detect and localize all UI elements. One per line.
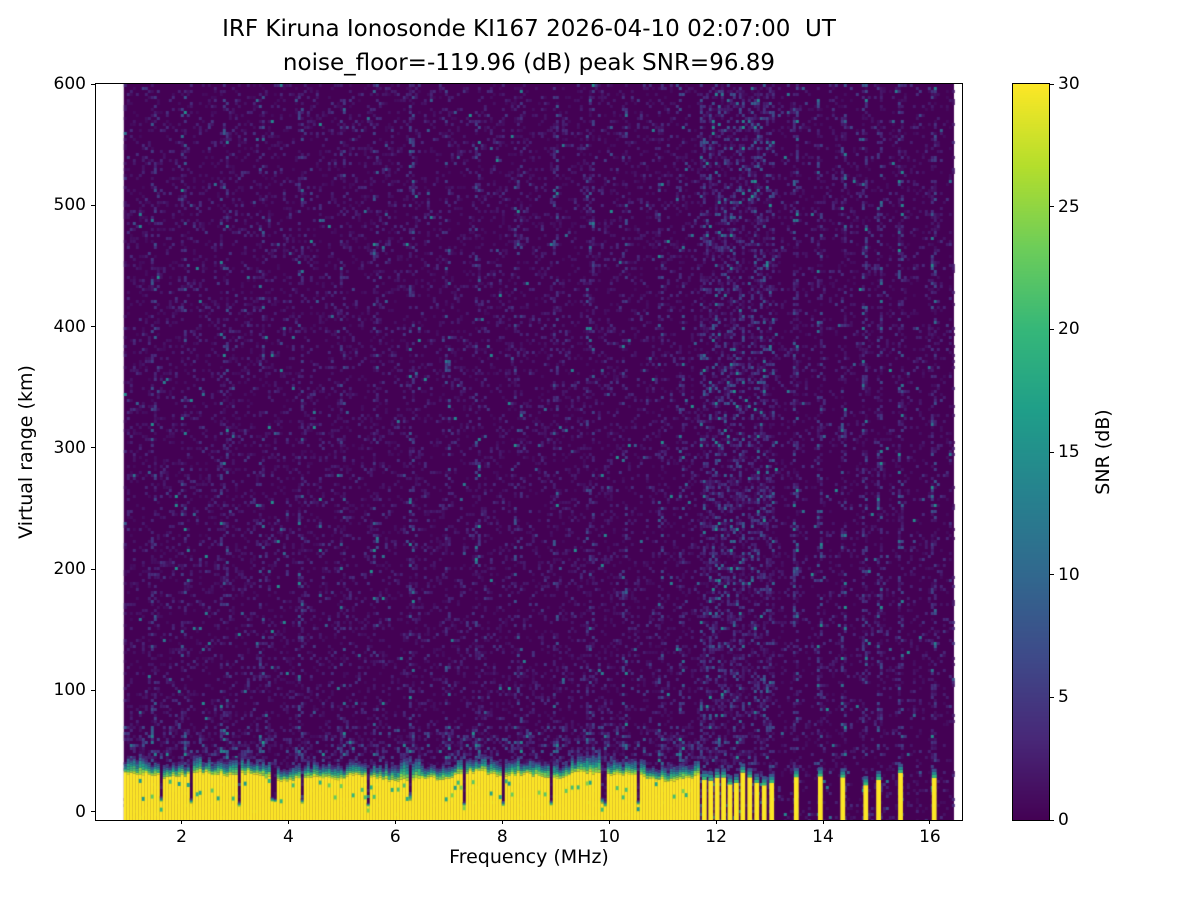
- figure-title-line1: IRF Kiruna Ionosonde KI167 2026-04-10 02…: [96, 14, 962, 44]
- y-tick-label: 500: [34, 195, 86, 215]
- y-tick-mark: [91, 205, 95, 206]
- x-tick-mark: [929, 820, 930, 824]
- x-tick-label: 6: [370, 827, 420, 847]
- colorbar-tick-mark: [1050, 206, 1054, 207]
- y-tick-mark: [91, 84, 95, 85]
- colorbar-tick-mark: [1050, 574, 1054, 575]
- colorbar-tick-label: 25: [1058, 197, 1098, 217]
- x-tick-label: 2: [157, 827, 207, 847]
- x-tick-mark: [288, 820, 289, 824]
- colorbar-tick-mark: [1050, 452, 1054, 453]
- x-tick-mark: [181, 820, 182, 824]
- x-tick-label: 14: [798, 827, 848, 847]
- y-tick-label: 300: [34, 438, 86, 458]
- x-tick-mark: [395, 820, 396, 824]
- y-tick-mark: [91, 811, 95, 812]
- x-tick-label: 4: [263, 827, 313, 847]
- y-tick-label: 400: [34, 317, 86, 337]
- figure-title-line2: noise_floor=-119.96 (dB) peak SNR=96.89: [96, 48, 962, 78]
- colorbar-tick-mark: [1050, 84, 1054, 85]
- x-tick-mark: [716, 820, 717, 824]
- y-tick-mark: [91, 326, 95, 327]
- y-tick-label: 600: [34, 74, 86, 94]
- x-tick-label: 12: [691, 827, 741, 847]
- colorbar-tick-mark: [1050, 697, 1054, 698]
- y-tick-mark: [91, 690, 95, 691]
- y-tick-mark: [91, 447, 95, 448]
- x-tick-label: 8: [477, 827, 527, 847]
- ionogram-figure: { "title": { "line1": "IRF Kiruna Ionoso…: [0, 0, 1200, 900]
- colorbar-tick-mark: [1050, 820, 1054, 821]
- x-tick-label: 10: [584, 827, 634, 847]
- x-tick-mark: [823, 820, 824, 824]
- y-tick-label: 0: [34, 802, 86, 822]
- colorbar-tick-mark: [1050, 329, 1054, 330]
- x-tick-mark: [502, 820, 503, 824]
- colorbar-tick-label: 5: [1058, 687, 1098, 707]
- colorbar-tick-label: 15: [1058, 442, 1098, 462]
- x-tick-mark: [609, 820, 610, 824]
- colorbar-tick-label: 20: [1058, 319, 1098, 339]
- y-tick-label: 100: [34, 680, 86, 700]
- ionogram-heatmap-canvas: [96, 84, 962, 820]
- colorbar-tick-label: 10: [1058, 565, 1098, 585]
- x-axis-label: Frequency (MHz): [96, 846, 962, 868]
- colorbar-tick-label: 0: [1058, 810, 1098, 830]
- colorbar-canvas: [1013, 84, 1049, 820]
- x-tick-label: 16: [905, 827, 955, 847]
- y-tick-label: 200: [34, 559, 86, 579]
- colorbar-tick-label: 30: [1058, 74, 1098, 94]
- y-tick-mark: [91, 569, 95, 570]
